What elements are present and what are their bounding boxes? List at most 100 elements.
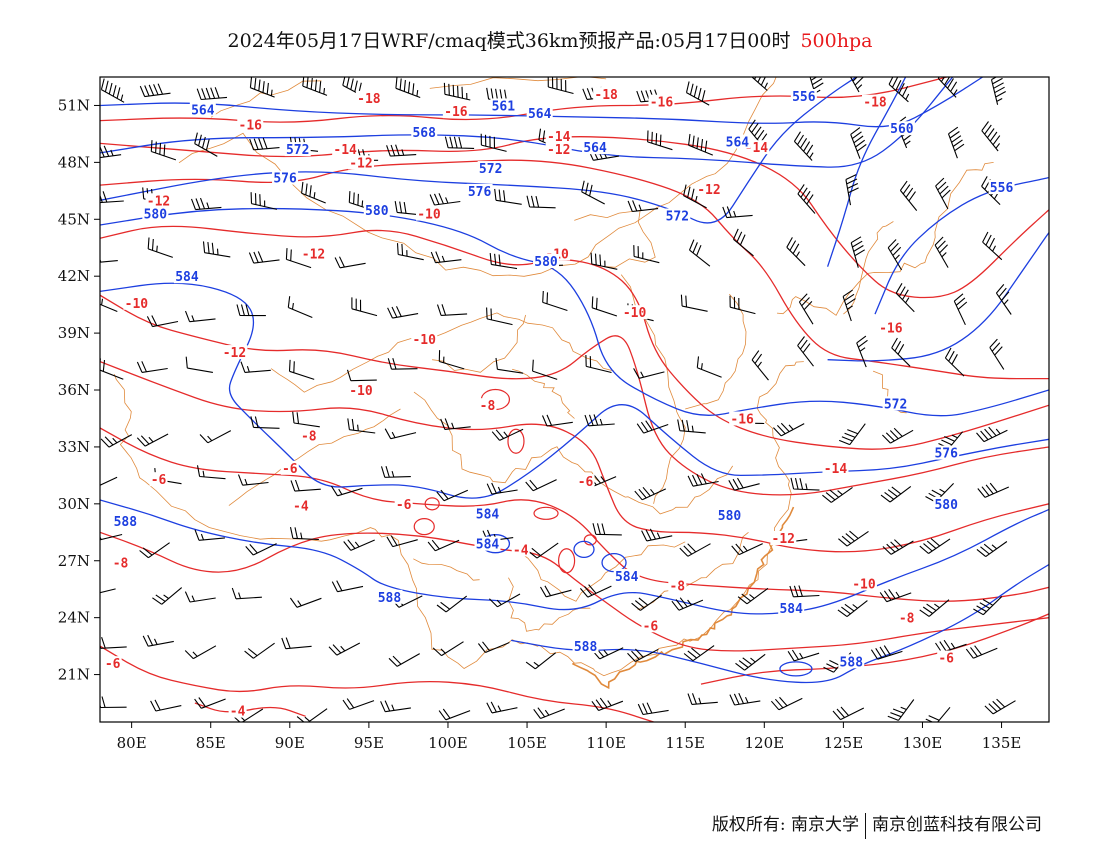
height-label-bg: [582, 140, 609, 155]
wind-barb: [281, 637, 312, 650]
wind-barb: [731, 543, 763, 556]
wind-barb: [429, 193, 461, 206]
height-contour-line: [827, 231, 1049, 362]
wind-barb: [244, 642, 275, 659]
wind-barb: [789, 585, 820, 598]
height-label-bg: [613, 568, 640, 583]
temperature-label-bg: [123, 295, 150, 310]
wind-barb: [541, 414, 573, 427]
lon-tick-label: 120E: [745, 734, 785, 752]
temperature-label: -12: [147, 194, 170, 209]
height-label: 572: [286, 143, 309, 158]
temperature-label: -16: [650, 96, 674, 111]
temperature-label: -14: [824, 462, 848, 477]
wind-barb: [184, 591, 216, 603]
wind-barb: [184, 645, 217, 660]
wind-barb: [196, 465, 226, 480]
wind-barb: [982, 231, 1003, 261]
temperature-label-bg: [411, 331, 438, 346]
wind-barb: [152, 587, 183, 605]
wind-barb: [772, 422, 805, 437]
wind-barb: [494, 188, 522, 205]
wind-barb: [438, 350, 465, 370]
wind-barb: [342, 77, 367, 99]
wind-barb: [685, 81, 710, 106]
boundary-line: [620, 274, 686, 504]
wind-barb: [584, 414, 615, 427]
wind-barb: [384, 428, 417, 440]
lon-tick-label: 80E: [117, 734, 147, 752]
pressure-level-label: 500hpa: [800, 30, 873, 52]
boundary-line: [178, 77, 777, 277]
wind-barb: [631, 594, 662, 611]
height-label-bg: [882, 396, 909, 411]
temperature-contour-line: [194, 702, 306, 717]
wind-barb: [231, 587, 262, 600]
height-label-bg: [724, 134, 751, 149]
temperature-label: -8: [899, 612, 915, 627]
temperature-label-bg: [237, 117, 264, 132]
temperature-contour-ring: [557, 548, 576, 574]
temperature-label-bg: [641, 618, 660, 633]
temperature-label: -16: [239, 118, 263, 133]
wind-barb: [879, 588, 912, 603]
temperature-label-bg: [221, 345, 248, 360]
height-label-bg: [189, 102, 216, 117]
temperature-label: -12: [349, 156, 372, 171]
wind-barb: [436, 595, 468, 613]
height-label-bg: [933, 445, 960, 460]
wind-barb: [136, 361, 168, 373]
boundary-line: [685, 293, 747, 410]
temperature-label: -6: [643, 619, 659, 634]
boundary-line: [113, 374, 575, 669]
wind-barb: [984, 698, 1016, 715]
height-label-bg: [838, 654, 865, 669]
wind-barb: [647, 130, 673, 151]
wind-barb: [925, 706, 951, 722]
height-contour-line: [511, 563, 1049, 684]
wind-barb: [190, 197, 222, 211]
wind-barb: [348, 191, 375, 212]
temperature-label-bg: [897, 610, 916, 625]
height-label: 580: [365, 204, 389, 219]
temperature-label: -12: [547, 143, 570, 158]
wind-barb: [342, 698, 375, 710]
map-frame: [99, 76, 1050, 723]
wind-barb: [856, 335, 868, 368]
contour-labels: -16-18-16-18-16 -18-14-12-14-12 -14-12-12-…: [103, 87, 1015, 720]
wind-barb: [790, 477, 820, 491]
temperature-contour-line: [100, 136, 1049, 299]
wind-barb: [440, 418, 471, 431]
height-label: 580: [718, 509, 742, 524]
temperature-label-bg: [442, 104, 469, 119]
height-label-bg: [474, 506, 501, 521]
wind-barb: [838, 530, 869, 547]
height-label-bg: [888, 121, 915, 136]
wind-barb: [934, 236, 949, 268]
height-contour-line: [874, 176, 1049, 315]
lon-tick-label: 130E: [903, 734, 943, 752]
lat-tick-label: 21N: [58, 666, 90, 684]
temperature-contour-line: [100, 531, 1049, 652]
wind-barb: [995, 284, 1012, 315]
wind-barb: [591, 647, 624, 660]
wind-barb: [289, 526, 319, 541]
height-label-bg: [376, 589, 403, 604]
wind-barb: [729, 692, 761, 706]
wind-barb: [822, 486, 853, 503]
height-label-bg: [490, 98, 517, 113]
boundary-line: [210, 80, 322, 118]
wind-barb: [677, 419, 706, 434]
wind-barb: [636, 420, 669, 434]
height-label: 564: [726, 136, 750, 151]
temperature-label: -8: [301, 430, 317, 445]
height-label: 584: [779, 602, 803, 617]
wind-barb: [199, 430, 232, 444]
temperature-label-bg: [300, 246, 327, 261]
boundary-line: [508, 577, 591, 632]
wind-barb: [696, 356, 722, 378]
height-contours: [100, 77, 1049, 684]
wind-barb: [683, 184, 707, 209]
wind-barb: [935, 177, 951, 210]
